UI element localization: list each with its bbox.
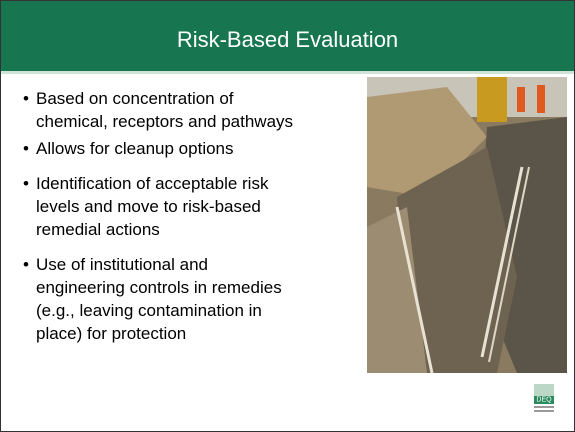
excavation-photo: [367, 77, 567, 373]
slide: Risk-Based Evaluation • Based on concentr…: [0, 0, 575, 432]
bullet-text: remedial actions: [36, 218, 363, 241]
bullet-text: chemical, receptors and pathways: [36, 110, 363, 133]
deq-logo: DEQ: [532, 384, 558, 414]
bullet-text: Use of institutional and: [36, 253, 363, 276]
bullet-text: place) for protection: [36, 322, 363, 345]
bullet-item: • Allows for cleanup options: [23, 137, 363, 160]
logo-text: DEQ: [536, 397, 552, 404]
bullet-text: levels and move to risk-based: [36, 195, 363, 218]
bullet-text: engineering controls in remedies: [36, 276, 363, 299]
header-band: Risk-Based Evaluation: [1, 1, 574, 74]
bullet-text: (e.g., leaving contamination in: [36, 299, 363, 322]
bullet-text: Based on concentration of: [36, 87, 363, 110]
bullet-marker: •: [23, 87, 29, 110]
bullet-text: Identification of acceptable risk: [36, 172, 363, 195]
bullet-marker: •: [23, 172, 29, 195]
bullet-marker: •: [23, 137, 29, 160]
bullet-marker: •: [23, 253, 29, 276]
bullet-text: Allows for cleanup options: [36, 137, 363, 160]
slide-title: Risk-Based Evaluation: [1, 27, 574, 53]
